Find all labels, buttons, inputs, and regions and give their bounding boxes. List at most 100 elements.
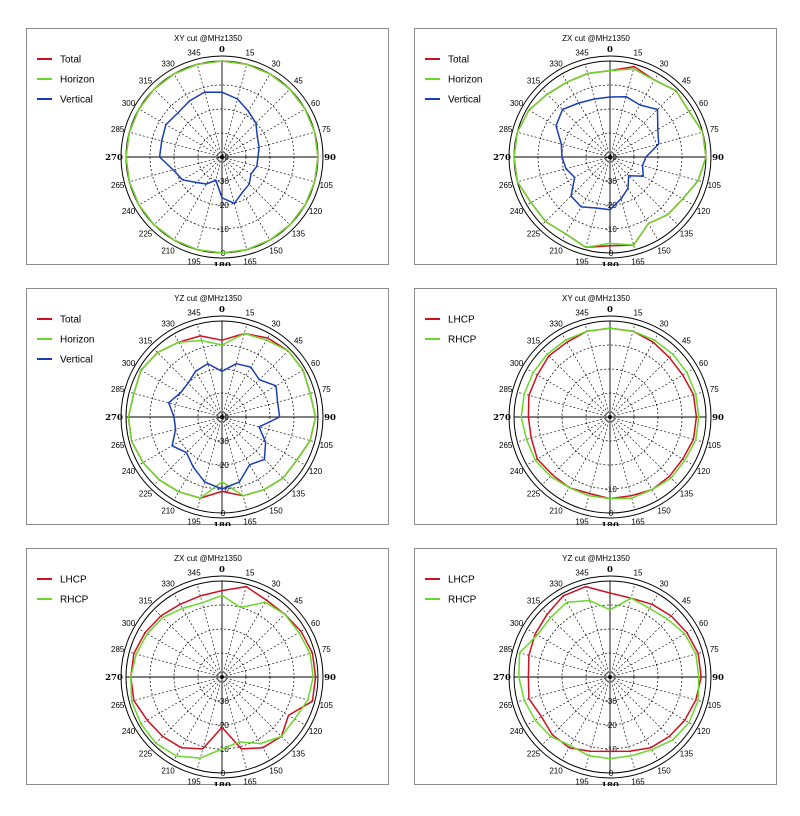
- angle-label: 285: [111, 385, 125, 394]
- chart-panel-zx-total: ZX cut @MHz1350 0 15 30 45 60 75 90 105 120 135 150…: [414, 28, 777, 266]
- angle-label: 270: [493, 153, 511, 163]
- grid-spoke: [153, 608, 223, 678]
- radial-label: -10: [217, 485, 229, 494]
- angle-label: 210: [549, 507, 563, 516]
- radial-label: -20: [605, 721, 617, 730]
- angle-label: 75: [710, 385, 719, 394]
- angle-label: 120: [309, 467, 323, 476]
- angle-label: 15: [246, 49, 255, 58]
- angle-label: 285: [111, 645, 125, 654]
- grid-spoke: [609, 333, 659, 418]
- grid-spoke: [221, 333, 271, 418]
- angle-label: 345: [575, 569, 589, 578]
- chart-title: ZX cut @MHz1350: [174, 554, 242, 563]
- series-line-horizon: [125, 60, 319, 254]
- grid-spoke: [609, 416, 659, 501]
- polar-chart: YZ cut @MHz1350 0 15 30 45 60 75 90 105 120 135 150…: [37, 294, 336, 526]
- angle-label: 265: [111, 181, 125, 190]
- angle-label: 225: [139, 749, 153, 758]
- angle-label: 15: [634, 49, 643, 58]
- angle-label: 120: [697, 727, 711, 736]
- chart-panel-xy-total: XY cut @MHz1350 0 15 30 45 60 75 90 105 120 135 150…: [26, 28, 389, 266]
- angle-label: 105: [708, 441, 722, 450]
- legend-label: LHCP: [60, 575, 87, 586]
- angle-label: 90: [324, 153, 336, 163]
- angle-label: 45: [682, 77, 691, 86]
- grid-spoke: [609, 416, 679, 486]
- angle-label: 0: [219, 305, 225, 315]
- legend-label: LHCP: [448, 575, 475, 586]
- series-line-horizon: [513, 68, 707, 249]
- angle-label: 300: [122, 359, 136, 368]
- grid-spoke: [153, 156, 223, 226]
- angle-label: 135: [680, 749, 694, 758]
- angle-label: 135: [680, 229, 694, 238]
- polar-chart: ZX cut @MHz1350 0 15 30 45 60 75 90 105 120 135 150…: [425, 34, 724, 266]
- grid-spoke: [221, 348, 291, 418]
- grid-spoke: [221, 416, 271, 501]
- radial-label: -10: [605, 225, 617, 234]
- angle-label: 240: [122, 207, 136, 216]
- angle-label: 45: [682, 597, 691, 606]
- legend-label: Total: [448, 55, 469, 66]
- grid-spoke: [129, 131, 223, 158]
- angle-label: 210: [549, 247, 563, 256]
- angle-label: 225: [527, 749, 541, 758]
- angle-label: 285: [499, 385, 513, 394]
- grid-spoke: [138, 108, 223, 158]
- angle-label: 150: [269, 247, 283, 256]
- chart-panel-yz-total: YZ cut @MHz1350 0 15 30 45 60 75 90 105 120 135 150…: [26, 288, 389, 526]
- angle-label: 180: [601, 261, 619, 266]
- radial-label: 0: [609, 509, 614, 518]
- angle-label: 345: [575, 49, 589, 58]
- angle-label: 105: [708, 181, 722, 190]
- angle-label: 180: [601, 521, 619, 526]
- radial-label: -10: [605, 745, 617, 754]
- angle-label: 270: [493, 413, 511, 423]
- grid-spoke: [221, 608, 291, 678]
- angle-label: 195: [187, 257, 201, 266]
- grid-spoke: [138, 628, 223, 678]
- angle-label: 270: [105, 153, 123, 163]
- angle-label: 165: [631, 517, 645, 526]
- angle-label: 195: [187, 517, 201, 526]
- outer-ring-2: [120, 575, 324, 779]
- angle-label: 15: [634, 569, 643, 578]
- angle-label: 265: [111, 441, 125, 450]
- grid-spoke: [609, 608, 679, 678]
- polar-chart: ZX cut @MHz1350 0 15 30 45 60 75 90 105 120 135 150…: [37, 554, 336, 786]
- angle-label: 150: [269, 767, 283, 776]
- radial-label: -20: [217, 201, 229, 210]
- grid-spoke: [609, 324, 636, 418]
- series-line-lhcp: [130, 585, 317, 750]
- legend-label: Horizon: [60, 75, 94, 86]
- grid-spoke: [609, 64, 636, 158]
- angle-label: 120: [309, 727, 323, 736]
- angle-label: 315: [139, 337, 153, 346]
- grid-spoke: [526, 108, 611, 158]
- radial-label: -40: [217, 153, 229, 162]
- angle-label: 285: [499, 125, 513, 134]
- radial-label: -30: [605, 697, 617, 706]
- angle-label: 210: [549, 767, 563, 776]
- chart-title: ZX cut @MHz1350: [562, 34, 630, 43]
- angle-label: 105: [708, 701, 722, 710]
- angle-label: 210: [161, 247, 175, 256]
- angle-label: 225: [527, 229, 541, 238]
- radial-label: -20: [217, 721, 229, 730]
- grid-spoke: [221, 628, 306, 678]
- angle-label: 60: [311, 619, 320, 628]
- angle-label: 90: [712, 673, 724, 683]
- radial-label: -30: [605, 177, 617, 186]
- angle-label: 225: [139, 489, 153, 498]
- polar-chart: XY cut @MHz1350 0 15 30 45 60 75 90 105 120 135 150…: [37, 34, 336, 266]
- legend-label: Vertical: [60, 95, 93, 106]
- legend-label: LHCP: [448, 315, 475, 326]
- angle-label: 225: [139, 229, 153, 238]
- grid-spoke: [609, 156, 659, 241]
- angle-label: 165: [631, 257, 645, 266]
- angle-label: 45: [294, 597, 303, 606]
- angle-label: 75: [322, 385, 331, 394]
- angle-label: 240: [122, 727, 136, 736]
- angle-label: 75: [710, 645, 719, 654]
